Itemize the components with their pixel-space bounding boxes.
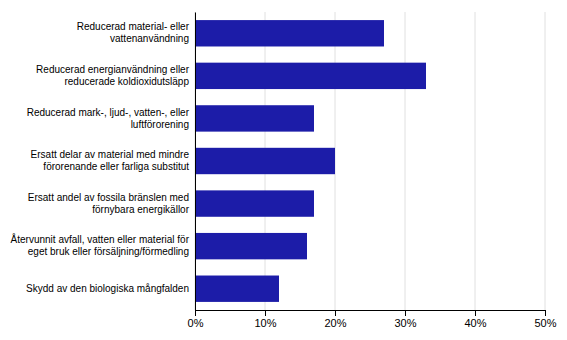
y-axis: Skydd av den biologiska mångfalden Återvu…	[11, 13, 196, 311]
x-tick: 10%	[254, 310, 276, 329]
x-tick-label: 20%	[324, 317, 346, 329]
x-tick-label: 10%	[254, 317, 276, 329]
bar	[195, 233, 307, 259]
y-tick-label: Reducerad energianvändning ellerreducera…	[36, 64, 190, 87]
plot: 0% 10% 20% 30% 40% 50% Skydd av den biologiska…	[11, 12, 557, 329]
x-tick-mark	[265, 310, 266, 316]
y-tick: Återvunnit avfall, vatten eller material…	[11, 233, 195, 257]
x-tick: 40%	[464, 310, 486, 329]
axis-line	[196, 310, 546, 311]
y-tick-label: Skydd av den biologiska mångfalden	[26, 283, 189, 294]
y-tick-label: Återvunnit avfall, vatten eller material…	[11, 233, 190, 257]
y-tick: Ersatt andel av fossila bränslen medförn…	[28, 192, 195, 215]
y-tick: Reducerad mark-, ljud-, vatten-, ellerlu…	[27, 107, 195, 130]
bar	[195, 105, 314, 131]
y-tick: Reducerad material- ellervattenanvändnin…	[77, 21, 195, 44]
chart-container: 0% 10% 20% 30% 40% 50% Skydd av den biologiska…	[0, 0, 567, 340]
y-tick-label-line: förorenande eller farliga substitut	[43, 161, 189, 172]
y-tick-label: Reducerad material- ellervattenanvändnin…	[77, 21, 190, 44]
y-tick-label-line: Reducerad energianvändning eller	[36, 64, 190, 75]
bar	[195, 190, 314, 216]
x-tick-mark	[195, 310, 196, 316]
y-tick-label-line: Ersatt andel av fossila bränslen med	[28, 192, 189, 203]
x-tick-mark	[335, 310, 336, 316]
y-tick-label-line: Reducerad mark-, ljud-, vatten-, eller	[27, 107, 190, 118]
chart-svg: 0% 10% 20% 30% 40% 50% Skydd av den biologiska…	[0, 0, 567, 340]
y-tick-label-line: Skydd av den biologiska mångfalden	[26, 283, 189, 294]
x-tick-mark	[545, 310, 546, 316]
grid-line	[475, 12, 476, 310]
x-tick: 0%	[188, 310, 204, 329]
bars	[195, 20, 426, 302]
x-axis: 0% 10% 20% 30% 40% 50%	[188, 310, 557, 329]
y-tick: Reducerad energianvändning ellerreducera…	[36, 64, 195, 87]
y-tick-label-line: förnybara energikällor	[92, 204, 189, 215]
y-tick-label-line: luftförorening	[131, 119, 189, 130]
y-tick-label-line: eget bruk eller försäljning/förmedling	[28, 246, 189, 257]
x-tick-mark	[475, 310, 476, 316]
x-tick-label: 30%	[394, 317, 416, 329]
y-tick-label: Reducerad mark-, ljud-, vatten-, ellerlu…	[27, 107, 190, 130]
y-tick-label-line: vattenanvändning	[110, 33, 189, 44]
y-tick-label-line: Återvunnit avfall, vatten eller material…	[11, 233, 190, 245]
x-tick-label: 40%	[464, 317, 486, 329]
bar	[195, 276, 279, 302]
grid-line	[195, 12, 196, 310]
y-tick-label: Ersatt delar av material med mindreföror…	[31, 149, 190, 172]
y-tick-label-line: Ersatt delar av material med mindre	[31, 149, 190, 160]
grid	[195, 12, 545, 310]
y-tick: Ersatt delar av material med mindreföror…	[31, 149, 195, 172]
bar	[195, 148, 335, 174]
x-tick-label: 50%	[534, 317, 556, 329]
bar	[195, 63, 426, 89]
x-tick: 20%	[324, 310, 346, 329]
grid-line	[545, 12, 546, 310]
y-tick: Skydd av den biologiska mångfalden	[26, 283, 195, 294]
x-tick: 30%	[394, 310, 416, 329]
y-tick-label-line: Reducerad material- eller	[77, 21, 190, 32]
y-tick-label: Ersatt andel av fossila bränslen medförn…	[28, 192, 190, 215]
bar	[195, 20, 384, 46]
x-tick-label: 0%	[188, 317, 204, 329]
grid-line	[405, 12, 406, 310]
axis-line	[195, 13, 196, 311]
x-tick: 50%	[534, 310, 556, 329]
x-tick-mark	[405, 310, 406, 316]
y-tick-label-line: reducerade koldioxidutsläpp	[64, 76, 189, 87]
